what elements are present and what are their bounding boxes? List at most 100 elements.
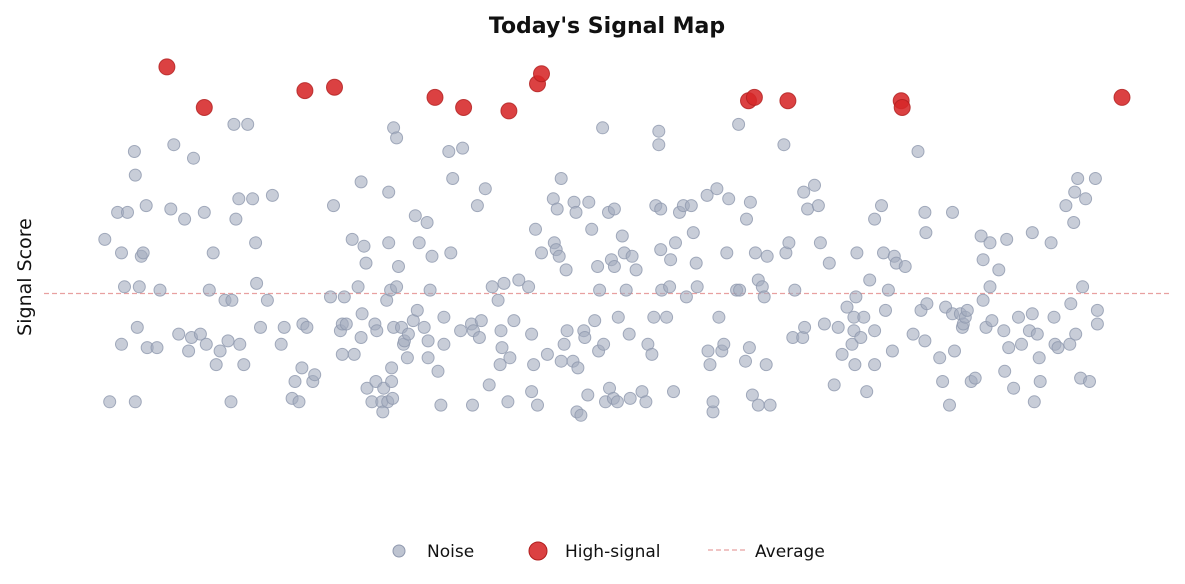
legend-signal-marker: [528, 541, 548, 561]
noise-point: [879, 303, 892, 317]
noise-point: [535, 246, 548, 260]
noise-point: [998, 364, 1012, 378]
noise-point: [585, 222, 599, 236]
noise-point: [335, 347, 349, 361]
noise-point: [906, 327, 920, 341]
noise-point: [1090, 303, 1104, 317]
legend-noise-marker: [392, 544, 406, 558]
noise-point: [503, 351, 517, 365]
noise-point: [868, 324, 882, 338]
noise-point: [400, 351, 414, 365]
noise-point: [485, 280, 499, 294]
noise-point: [390, 131, 404, 145]
noise-point: [202, 283, 216, 297]
noise-point: [224, 395, 238, 409]
noise-point: [277, 320, 291, 334]
noise-point: [550, 202, 564, 216]
noise-point: [339, 317, 353, 331]
noise-point: [615, 229, 629, 243]
noise-point: [591, 260, 605, 273]
noise-point: [985, 314, 999, 328]
noise-point: [354, 175, 368, 189]
noise-point: [898, 260, 912, 273]
noise-point: [199, 337, 213, 351]
noise-point: [808, 178, 821, 192]
noise-point: [1015, 337, 1028, 351]
noise-point: [392, 260, 405, 273]
noise-point: [351, 280, 365, 294]
noise-point: [213, 344, 227, 358]
noise-point: [710, 182, 724, 196]
noise-point: [98, 232, 112, 246]
noise-point: [470, 199, 484, 213]
noise-point: [782, 236, 796, 250]
noise-point: [740, 212, 753, 226]
noise-point: [139, 199, 153, 213]
noise-point: [759, 358, 773, 372]
noise-point: [167, 138, 181, 152]
noise-point: [434, 398, 448, 412]
noise-point: [444, 246, 458, 260]
noise-point: [684, 199, 698, 213]
noise-point: [722, 192, 736, 206]
noise-point: [849, 290, 863, 304]
noise-point: [667, 385, 680, 399]
high-signal-point: [745, 88, 763, 106]
noise-point: [639, 395, 653, 409]
noise-point: [292, 395, 306, 409]
high-signal-point: [426, 88, 444, 106]
noise-point: [875, 199, 888, 213]
noise-point: [607, 260, 621, 273]
noise-point: [423, 283, 437, 297]
noise-point: [1063, 337, 1077, 351]
noise-point: [733, 283, 747, 297]
noise-point: [919, 226, 933, 240]
noise-point: [288, 375, 302, 388]
high-signal-point: [195, 99, 213, 116]
noise-point: [417, 320, 431, 334]
noise-point: [554, 172, 568, 185]
noise-point: [948, 344, 961, 358]
noise-point: [686, 226, 700, 240]
noise-point: [742, 341, 756, 355]
noise-point: [209, 358, 223, 372]
noise-point: [703, 358, 717, 372]
noise-point: [554, 354, 568, 368]
noise-point: [1047, 310, 1061, 324]
noise-point: [976, 293, 990, 307]
noise-point: [974, 229, 988, 243]
noise-point: [745, 388, 759, 402]
noise-point: [701, 344, 715, 358]
noise-point: [652, 124, 666, 138]
noise-point: [763, 398, 777, 412]
noise-point: [679, 290, 693, 304]
noise-point: [254, 320, 267, 334]
noise-point: [569, 205, 583, 219]
noise-point: [446, 172, 460, 185]
noise-point: [1090, 317, 1104, 331]
noise-point: [1044, 236, 1058, 250]
noise-point: [629, 263, 643, 277]
noise-point: [968, 371, 982, 385]
noise-point: [324, 290, 337, 304]
noise-point: [385, 361, 399, 375]
noise-point: [607, 202, 621, 216]
noise-point: [757, 290, 771, 304]
noise-point: [933, 351, 947, 365]
noise-point: [798, 320, 812, 334]
noise-point: [437, 310, 451, 324]
noise-point: [495, 341, 509, 355]
high-signal-point: [500, 102, 518, 120]
noise-point: [835, 347, 849, 361]
noise-point: [178, 212, 192, 226]
noise-point: [182, 344, 196, 358]
noise-point: [1012, 310, 1025, 324]
noise-point: [421, 351, 435, 365]
noise-point: [669, 236, 682, 250]
high-signal-series: [158, 58, 1131, 120]
noise-point: [345, 232, 359, 246]
noise-point: [811, 199, 825, 213]
noise-point: [421, 334, 435, 348]
noise-point: [1025, 307, 1039, 321]
noise-point: [788, 283, 802, 297]
